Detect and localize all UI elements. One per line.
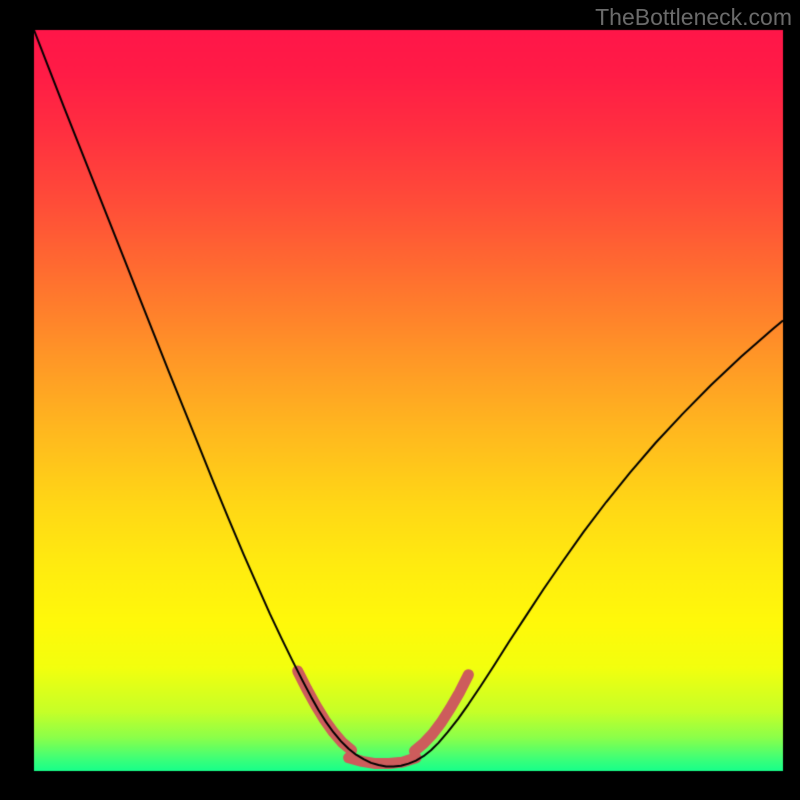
bottleneck-chart: [0, 0, 800, 800]
watermark-text: TheBottleneck.com: [595, 4, 792, 31]
